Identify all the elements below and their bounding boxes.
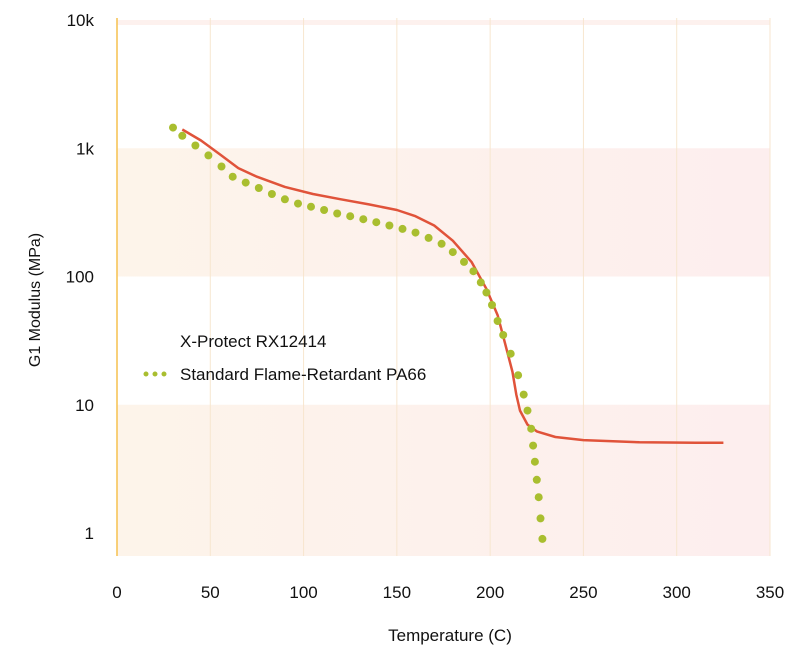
point-standard-pa66-32 xyxy=(519,390,528,399)
point-standard-pa66-40 xyxy=(538,534,547,543)
x-tick-label-200: 200 xyxy=(476,583,504,602)
point-standard-pa66-28 xyxy=(493,317,502,325)
point-standard-pa66-18 xyxy=(398,224,407,233)
point-standard-pa66-2 xyxy=(191,141,200,150)
point-standard-pa66-25 xyxy=(476,278,485,287)
x-tick-label-50: 50 xyxy=(201,583,220,602)
x-tick-label-0: 0 xyxy=(112,583,121,602)
point-standard-pa66-21 xyxy=(437,239,446,248)
series-line-x-protect xyxy=(181,128,724,445)
point-standard-pa66-39 xyxy=(536,514,545,523)
point-standard-pa66-16 xyxy=(372,218,381,227)
point-standard-pa66-27 xyxy=(488,301,496,309)
point-standard-pa66-17 xyxy=(385,221,394,230)
y-tick-label-10k: 10k xyxy=(67,11,95,30)
point-standard-pa66-15 xyxy=(359,215,368,224)
y-tick-label-1k: 1k xyxy=(76,139,94,158)
point-standard-pa66-38 xyxy=(534,493,543,502)
y-tick-label-100: 100 xyxy=(66,268,94,287)
legend-label-standard-pa66: Standard Flame-Retardant PA66 xyxy=(180,365,426,384)
y-tick-label-10: 10 xyxy=(75,396,94,415)
band-top xyxy=(117,20,770,25)
point-standard-pa66-7 xyxy=(254,184,263,192)
series-standard-pa66 xyxy=(169,123,547,543)
band-100-1k xyxy=(117,148,770,277)
point-standard-pa66-11 xyxy=(307,202,315,211)
point-standard-pa66-35 xyxy=(529,441,538,450)
point-standard-pa66-6 xyxy=(241,178,250,187)
x-tick-label-350: 350 xyxy=(756,583,784,602)
point-standard-pa66-19 xyxy=(411,228,420,237)
x-tick-label-150: 150 xyxy=(383,583,411,602)
point-standard-pa66-23 xyxy=(460,257,468,266)
point-standard-pa66-36 xyxy=(530,457,539,466)
point-standard-pa66-31 xyxy=(514,371,523,380)
point-standard-pa66-24 xyxy=(469,267,478,276)
point-standard-pa66-13 xyxy=(333,209,342,218)
point-standard-pa66-9 xyxy=(280,195,289,204)
point-standard-pa66-37 xyxy=(532,475,541,484)
point-standard-pa66-34 xyxy=(527,424,536,433)
band-below-10 xyxy=(117,404,770,556)
point-standard-pa66-12 xyxy=(320,206,329,214)
x-tick-label-300: 300 xyxy=(663,583,691,602)
point-standard-pa66-0 xyxy=(169,123,177,132)
x-tick-label-250: 250 xyxy=(569,583,597,602)
point-standard-pa66-26 xyxy=(482,288,491,297)
legend-label-x-protect: X-Protect RX12414 xyxy=(180,332,326,351)
point-standard-pa66-1 xyxy=(178,131,187,140)
point-standard-pa66-30 xyxy=(506,349,515,358)
point-standard-pa66-20 xyxy=(424,233,433,242)
y-tick-label-1: 1 xyxy=(85,524,94,543)
point-standard-pa66-29 xyxy=(499,331,508,339)
legend: X-Protect RX12414 Standard Flame-Retarda… xyxy=(143,332,426,384)
point-standard-pa66-4 xyxy=(217,162,226,171)
point-standard-pa66-8 xyxy=(267,190,276,198)
point-standard-pa66-3 xyxy=(204,151,213,160)
point-standard-pa66-5 xyxy=(228,172,237,181)
y-axis-label: G1 Modulus (MPa) xyxy=(27,233,44,367)
point-standard-pa66-10 xyxy=(294,199,302,208)
point-standard-pa66-33 xyxy=(523,406,532,415)
point-standard-pa66-22 xyxy=(448,248,457,257)
x-axis-label: Temperature (C) xyxy=(388,626,512,645)
x-tick-label-100: 100 xyxy=(289,583,317,602)
point-standard-pa66-14 xyxy=(346,212,355,221)
